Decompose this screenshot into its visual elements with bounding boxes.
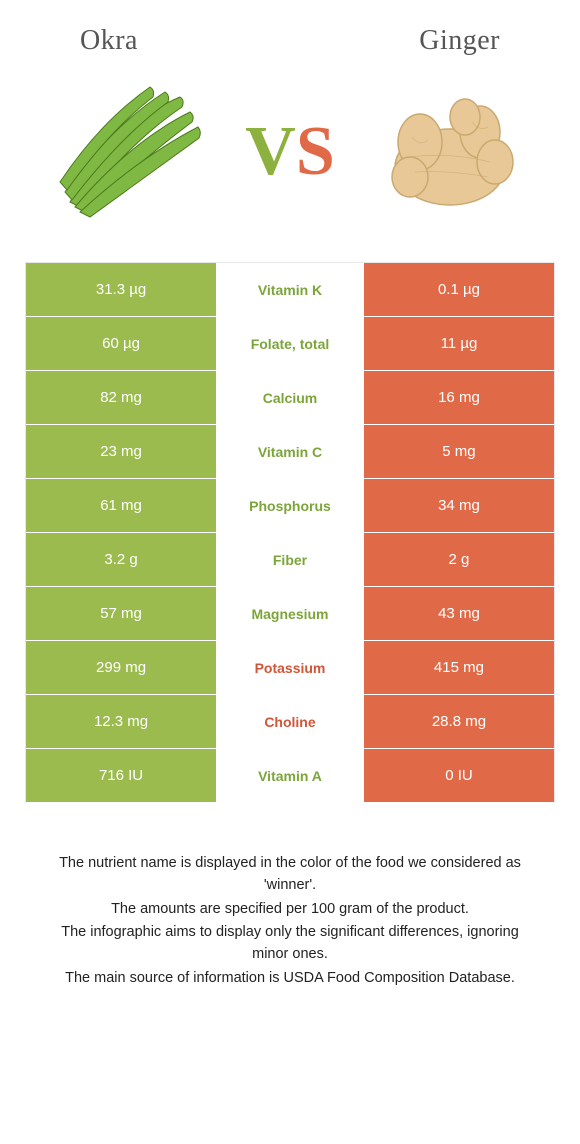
right-value: 34 mg <box>364 479 554 532</box>
footnotes: The nutrient name is displayed in the co… <box>20 803 560 990</box>
nutrient-name: Vitamin A <box>216 749 364 802</box>
vs-label: VS <box>245 112 335 192</box>
footnote-line: The infographic aims to display only the… <box>45 922 535 966</box>
nutrient-name: Magnesium <box>216 587 364 640</box>
table-row: 82 mgCalcium16 mg <box>26 371 554 425</box>
right-value: 11 µg <box>364 317 554 370</box>
table-row: 3.2 gFiber2 g <box>26 533 554 587</box>
table-row: 299 mgPotassium415 mg <box>26 641 554 695</box>
right-value: 28.8 mg <box>364 695 554 748</box>
right-value: 2 g <box>364 533 554 586</box>
nutrient-name: Choline <box>216 695 364 748</box>
nutrient-name: Vitamin K <box>216 263 364 316</box>
left-value: 3.2 g <box>26 533 216 586</box>
nutrient-name: Fiber <box>216 533 364 586</box>
footnote-line: The amounts are specified per 100 gram o… <box>45 899 535 921</box>
nutrient-name: Vitamin C <box>216 425 364 478</box>
right-value: 0.1 µg <box>364 263 554 316</box>
okra-image <box>50 72 210 232</box>
right-value: 0 IU <box>364 749 554 802</box>
left-value: 82 mg <box>26 371 216 424</box>
hero-row: VS <box>20 72 560 262</box>
vs-s: S <box>296 113 335 190</box>
right-value: 16 mg <box>364 371 554 424</box>
ginger-image <box>370 72 530 232</box>
vs-v: V <box>245 113 296 190</box>
footnote-line: The nutrient name is displayed in the co… <box>45 853 535 897</box>
right-value: 43 mg <box>364 587 554 640</box>
right-value: 5 mg <box>364 425 554 478</box>
table-row: 31.3 µgVitamin K0.1 µg <box>26 263 554 317</box>
left-value: 60 µg <box>26 317 216 370</box>
left-value: 716 IU <box>26 749 216 802</box>
left-value: 12.3 mg <box>26 695 216 748</box>
nutrient-name: Calcium <box>216 371 364 424</box>
table-row: 60 µgFolate, total11 µg <box>26 317 554 371</box>
left-value: 299 mg <box>26 641 216 694</box>
footnote-line: The main source of information is USDA F… <box>45 968 535 990</box>
nutrient-table: 31.3 µgVitamin K0.1 µg60 µgFolate, total… <box>25 262 555 803</box>
left-value: 23 mg <box>26 425 216 478</box>
table-row: 61 mgPhosphorus34 mg <box>26 479 554 533</box>
table-row: 23 mgVitamin C5 mg <box>26 425 554 479</box>
nutrient-name: Potassium <box>216 641 364 694</box>
left-value: 57 mg <box>26 587 216 640</box>
table-row: 12.3 mgCholine28.8 mg <box>26 695 554 749</box>
food-title-right: Ginger <box>419 25 500 57</box>
right-value: 415 mg <box>364 641 554 694</box>
table-row: 57 mgMagnesium43 mg <box>26 587 554 641</box>
left-value: 31.3 µg <box>26 263 216 316</box>
table-row: 716 IUVitamin A0 IU <box>26 749 554 803</box>
nutrient-name: Folate, total <box>216 317 364 370</box>
nutrient-name: Phosphorus <box>216 479 364 532</box>
left-value: 61 mg <box>26 479 216 532</box>
food-title-left: Okra <box>80 25 138 57</box>
